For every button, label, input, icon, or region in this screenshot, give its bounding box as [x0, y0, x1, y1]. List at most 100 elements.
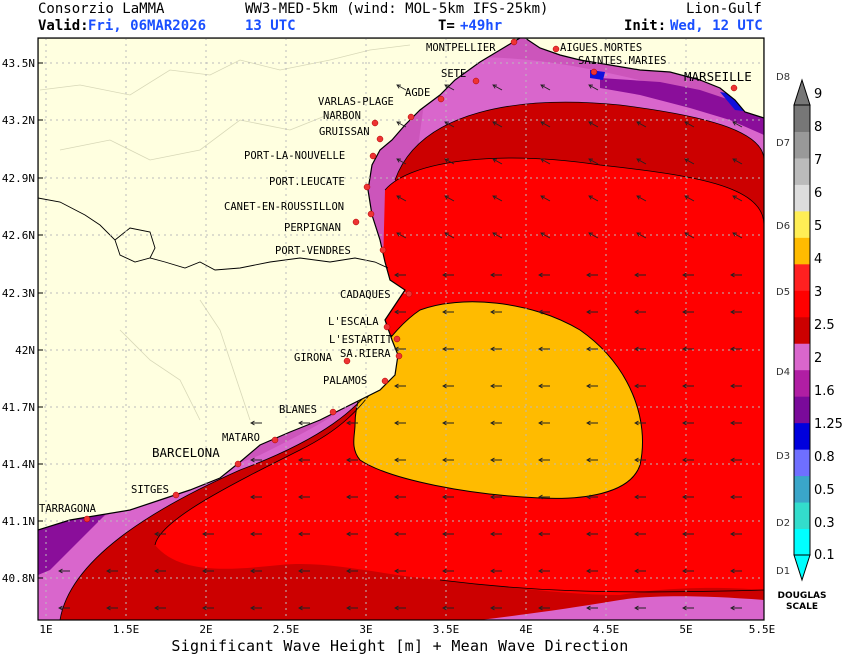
colorbar-level: 7	[814, 153, 822, 168]
wave-direction-arrow	[682, 568, 694, 574]
wave-direction-arrow	[394, 605, 406, 611]
city-dot	[234, 460, 242, 468]
wave-direction-arrow	[154, 531, 166, 537]
douglas-scale-label-1: DOUGLAS	[778, 591, 827, 601]
wave-direction-arrow	[540, 121, 551, 128]
wave-direction-arrow	[202, 568, 214, 574]
wave-direction-arrow	[346, 568, 358, 574]
wave-direction-arrow	[730, 272, 742, 278]
colorbar-swatch	[794, 316, 810, 344]
colorbar-level: 0.5	[814, 483, 835, 498]
wave-direction-arrow	[442, 420, 454, 426]
wave-direction-arrow	[442, 272, 454, 278]
lat-tick-label: 41.7N	[2, 401, 35, 414]
douglas-level: D6	[776, 221, 790, 232]
wave-direction-arrow	[490, 309, 502, 315]
city-dot	[172, 491, 180, 499]
city-label: PORT-VENDRES	[275, 245, 351, 257]
wave-direction-arrow	[538, 420, 550, 426]
wave-direction-arrow	[634, 309, 646, 315]
wave-direction-arrow	[346, 494, 358, 500]
city-dot	[383, 323, 391, 331]
city-label: GIRONA	[294, 352, 333, 364]
coastal-patch-purple	[600, 78, 764, 135]
wave-direction-arrow	[346, 420, 358, 426]
colorbar-level: 0.8	[814, 450, 835, 465]
wave-direction-arrow	[250, 568, 262, 574]
colorbar-swatch	[794, 449, 810, 477]
city-label: BLANES	[279, 404, 317, 416]
douglas-level: D5	[776, 287, 790, 298]
wave-direction-arrow	[394, 531, 406, 537]
wave-direction-arrow	[540, 158, 551, 165]
douglas-level: D1	[776, 566, 790, 577]
wave-direction-arrow	[394, 272, 406, 278]
wave-direction-arrow	[250, 457, 262, 463]
wave-direction-arrow	[490, 346, 502, 352]
wave-direction-arrow	[490, 605, 502, 611]
colorbar-swatch	[794, 475, 810, 503]
lon-tick-label: 5.5E	[749, 623, 776, 636]
wave-direction-arrow	[490, 494, 502, 500]
wave-direction-arrow	[730, 605, 742, 611]
douglas-level: D4	[776, 367, 790, 378]
wave-direction-arrow	[586, 272, 598, 278]
model-label: WW3-MED-5km (wind: MOL-5km IFS-25km)	[245, 1, 549, 17]
wave-direction-arrow	[394, 383, 406, 389]
wave-direction-arrow	[250, 605, 262, 611]
wave-direction-arrow	[250, 494, 262, 500]
wave-direction-arrow	[298, 420, 310, 426]
colorbar-frame	[793, 104, 811, 556]
land-mass-provence	[523, 38, 764, 119]
wave-direction-arrow	[394, 494, 406, 500]
wave-direction-arrow	[396, 121, 407, 128]
colorbar-labels: 0.1 0.3 0.5 0.8 1.25 1.6 2 2.5 3 4 5 6 7…	[814, 87, 843, 563]
colorbar-level: 3	[814, 285, 822, 300]
lon-tick-label: 1E	[39, 623, 52, 636]
wave-direction-arrow	[682, 605, 694, 611]
colorbar-swatch	[794, 105, 810, 132]
wave-direction-arrow	[588, 121, 599, 128]
lat-tick-label: 41.4N	[2, 458, 35, 471]
wave-direction-arrow	[444, 158, 455, 165]
colorbar-level: 8	[814, 120, 822, 135]
wave-direction-arrow	[732, 232, 743, 239]
map-area: MONTPELLIER AIGUES.MORTES SAINTES.MARIES…	[38, 38, 764, 620]
valid-label: Valid:	[38, 18, 89, 34]
city-label: AIGUES.MORTES	[560, 42, 642, 54]
wave-direction-arrow	[394, 309, 406, 315]
douglas-level: D2	[776, 518, 790, 529]
lon-tick-label: 3E	[359, 623, 372, 636]
colorbar-swatch	[794, 210, 810, 238]
forecast-step-value: +49hr	[460, 18, 503, 34]
city-label: AGDE	[405, 87, 430, 99]
borders	[38, 197, 389, 271]
city-label: PORT-LA-NOUVELLE	[244, 150, 345, 162]
wave-direction-arrow	[58, 568, 70, 574]
wave-direction-arrow	[730, 531, 742, 537]
contour-lines	[59, 101, 764, 620]
city-markers	[83, 38, 738, 523]
wave-direction-arrows	[58, 84, 743, 611]
city-label: MATARO	[222, 432, 260, 444]
city-dot	[510, 38, 518, 46]
city-label: L'ESTARTIT	[329, 334, 393, 346]
colorbar-swatch	[794, 184, 810, 212]
wave-direction-arrow	[492, 158, 503, 165]
lat-ticks	[38, 62, 43, 579]
wave-direction-arrow	[298, 568, 310, 574]
wave-direction-arrow	[730, 309, 742, 315]
wave-direction-arrow	[684, 158, 695, 165]
wave-direction-arrow	[202, 605, 214, 611]
colorbar-level: 5	[814, 219, 822, 234]
wave-direction-arrow	[538, 494, 550, 500]
city-dot	[369, 152, 377, 160]
colorbar-min-arrow	[793, 554, 811, 582]
city-label: VARLAS-PLAGE	[318, 96, 394, 108]
wave-direction-arrow	[588, 232, 599, 239]
wave-direction-arrow	[394, 568, 406, 574]
wave-direction-arrow	[444, 195, 455, 202]
valid-hour: 13 UTC	[245, 18, 296, 34]
colorbar-max-arrow	[793, 78, 811, 106]
colorbar-level: 9	[814, 87, 822, 102]
